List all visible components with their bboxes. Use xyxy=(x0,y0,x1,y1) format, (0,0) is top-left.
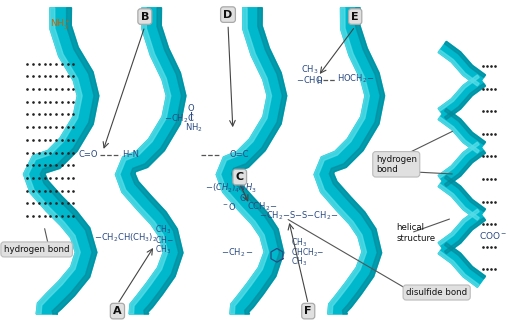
Polygon shape xyxy=(437,75,485,119)
Text: hydrogen bond: hydrogen bond xyxy=(4,245,69,254)
Polygon shape xyxy=(437,142,485,187)
Polygon shape xyxy=(437,108,485,153)
Polygon shape xyxy=(437,41,485,86)
Text: O=C: O=C xyxy=(230,150,249,159)
Polygon shape xyxy=(437,176,485,220)
Polygon shape xyxy=(437,209,478,245)
Text: disulfide bond: disulfide bond xyxy=(405,288,466,297)
Text: COO$^-$: COO$^-$ xyxy=(477,230,506,241)
Polygon shape xyxy=(437,142,478,178)
Text: B: B xyxy=(140,12,149,21)
Text: $-$CH$_2-$: $-$CH$_2-$ xyxy=(221,246,254,259)
Polygon shape xyxy=(329,8,384,314)
Text: H–N: H–N xyxy=(122,150,139,159)
Polygon shape xyxy=(437,184,478,220)
Polygon shape xyxy=(130,8,186,314)
Text: $-(CH_2)_4\dot{N}H_3$: $-(CH_2)_4\dot{N}H_3$ xyxy=(205,179,257,195)
Text: $-$CHO: $-$CHO xyxy=(295,74,322,85)
Text: $-$CH$_2$C: $-$CH$_2$C xyxy=(164,112,194,124)
Polygon shape xyxy=(437,50,478,86)
Text: NH$_2$: NH$_2$ xyxy=(185,122,202,134)
Text: A: A xyxy=(113,306,122,316)
Text: CCH$_2$$-$: CCH$_2$$-$ xyxy=(246,200,276,213)
Text: CH$_3$: CH$_3$ xyxy=(301,63,318,76)
Polygon shape xyxy=(444,176,485,212)
Polygon shape xyxy=(444,243,485,279)
Text: C=O: C=O xyxy=(78,150,98,159)
Polygon shape xyxy=(437,75,478,111)
Polygon shape xyxy=(314,8,384,314)
Text: HOCH$_2$$-$: HOCH$_2$$-$ xyxy=(336,73,373,85)
Text: $^-$O: $^-$O xyxy=(221,201,236,212)
Polygon shape xyxy=(216,8,271,314)
Polygon shape xyxy=(437,243,485,287)
Text: CH$-$: CH$-$ xyxy=(154,234,173,245)
Text: O: O xyxy=(239,194,245,203)
Text: CHCH$_2$$-$: CHCH$_2$$-$ xyxy=(290,246,323,259)
Text: NH$_3^+$: NH$_3^+$ xyxy=(50,17,71,31)
Polygon shape xyxy=(437,117,478,153)
Text: O: O xyxy=(187,104,194,113)
Polygon shape xyxy=(23,8,99,314)
Polygon shape xyxy=(23,8,82,314)
Text: CH$_3$: CH$_3$ xyxy=(290,256,306,268)
Text: $-$CH$_2$CH(CH$_3$)$_2$: $-$CH$_2$CH(CH$_3$)$_2$ xyxy=(94,231,157,244)
Text: hydrogen
bond: hydrogen bond xyxy=(375,155,416,174)
Polygon shape xyxy=(115,8,186,314)
Text: CH$_3$: CH$_3$ xyxy=(154,224,171,236)
Polygon shape xyxy=(437,251,478,287)
Text: H: H xyxy=(316,77,321,86)
Polygon shape xyxy=(444,84,485,119)
Polygon shape xyxy=(115,8,171,314)
Text: E: E xyxy=(351,12,358,21)
Polygon shape xyxy=(444,108,485,145)
Polygon shape xyxy=(444,151,485,187)
Text: CH$_3$: CH$_3$ xyxy=(290,236,306,249)
Polygon shape xyxy=(437,209,485,254)
Polygon shape xyxy=(231,8,286,314)
Text: $-$CH$_2$$-$S$-$S$-$CH$_2$$-$: $-$CH$_2$$-$S$-$S$-$CH$_2$$-$ xyxy=(259,210,338,222)
Text: D: D xyxy=(223,10,232,20)
Polygon shape xyxy=(444,218,485,254)
Text: CH$_3$: CH$_3$ xyxy=(154,243,171,256)
Polygon shape xyxy=(314,8,369,314)
Text: F: F xyxy=(304,306,312,316)
Text: helical
structure: helical structure xyxy=(395,223,435,243)
Polygon shape xyxy=(216,8,286,314)
Polygon shape xyxy=(444,41,485,77)
Text: C: C xyxy=(235,172,243,182)
Polygon shape xyxy=(40,8,99,314)
